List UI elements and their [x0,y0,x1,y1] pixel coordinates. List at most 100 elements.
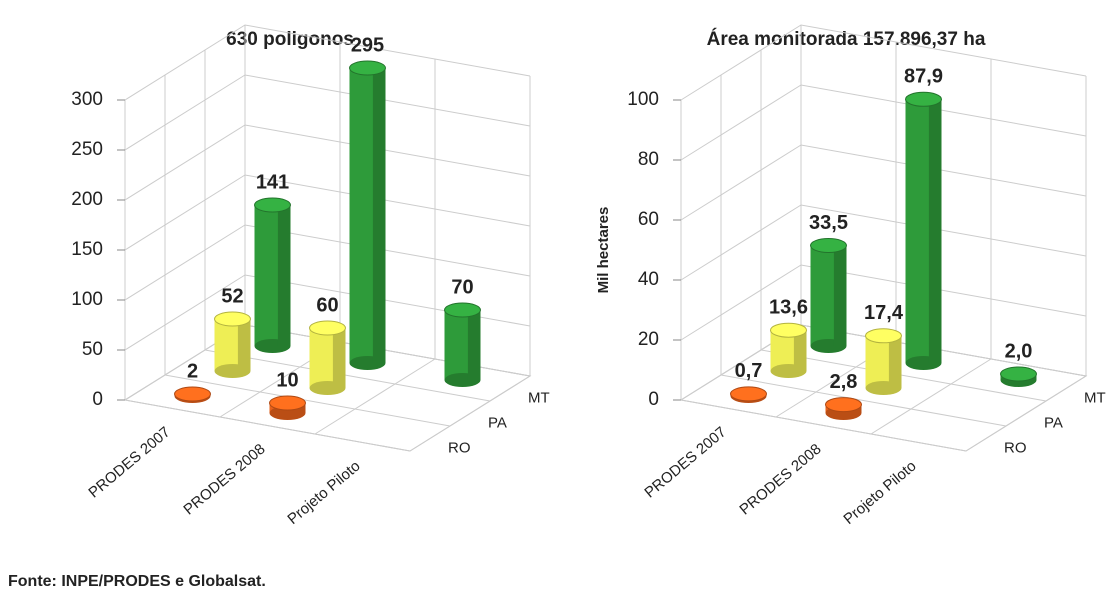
x-tick-label: PRODES 2007 [85,424,173,502]
depth-label: PA [1044,414,1063,431]
bar-shade [928,99,942,364]
x-tick-label: PRODES 2008 [180,441,268,519]
floor-line [124,399,411,452]
floor-line [409,375,531,452]
bar [905,91,942,370]
y-tick-label: 0 [92,389,103,410]
value-label: 17,4 [864,302,904,324]
bar [349,60,386,370]
bar-shade [833,245,847,346]
bar-top [254,197,291,213]
value-label: 141 [256,171,289,193]
bar-top [865,328,902,344]
chart-title: Área monitorada 157.896,37 ha [707,28,986,50]
x-tick-label: PRODES 2008 [736,441,824,519]
value-label: 2 [187,360,198,382]
bar [770,322,807,378]
y-tick-label: 100 [71,289,103,310]
y-tick-label: 300 [71,89,103,110]
source-note: Fonte: INPE/PRODES e Globalsat. [8,573,266,590]
depth-label: MT [528,389,550,406]
y-tick-label: 80 [638,149,659,170]
floor-line [870,358,992,435]
y-tick-label: 40 [638,269,659,290]
value-label: 52 [221,285,243,307]
grid-line [680,144,1087,221]
bar-top [269,395,306,411]
bar-shade [888,335,902,388]
value-label: 2,8 [830,371,858,393]
bar [444,302,481,387]
depth-label: RO [1004,439,1027,456]
value-label: 10 [276,369,298,391]
bar-top [825,397,862,413]
floor-line [164,374,451,427]
bar-shade [277,205,291,346]
floor-line [720,374,1007,427]
bar-top [444,302,481,318]
grid-line [124,174,531,251]
bar [254,197,291,353]
y-tick-label: 200 [71,189,103,210]
y-tick-label: 20 [638,329,659,350]
y-axis-label: Mil hectares [595,207,612,294]
bar-top [214,311,251,327]
y-tick-label: 50 [82,339,103,360]
bar-top [770,322,807,338]
grid-line [124,224,531,301]
grid-line [124,24,531,101]
depth-label: MT [1084,389,1106,406]
grid-line [680,204,1087,281]
value-label: 13,6 [769,296,808,318]
bar-shade [332,328,346,388]
grid-line [124,74,531,151]
bar-top [810,238,847,253]
y-tick-label: 150 [71,239,103,260]
value-label: 295 [351,34,384,56]
x-tick-label: PRODES 2007 [641,424,729,502]
bar [865,328,902,395]
chart-title: 630 poligonos [226,29,354,50]
bar-top [1000,366,1037,382]
bar-shade [237,319,251,371]
floor-line [680,399,967,452]
bar-top [905,91,942,107]
x-tick-label: Projeto Piloto [840,458,919,528]
bar-shade [793,330,807,371]
bar-shade [372,68,386,363]
value-label: 70 [451,276,473,298]
y-tick-label: 100 [627,89,659,110]
depth-label: RO [448,439,471,456]
grid-line [680,264,1087,341]
bar [810,238,847,353]
value-label: 60 [316,294,338,316]
value-label: 0,7 [735,360,763,382]
y-tick-label: 250 [71,139,103,160]
y-tick-label: 0 [648,389,659,410]
grid-line [124,124,531,201]
floor-line [204,349,491,402]
bar [174,386,211,403]
bar [214,311,251,378]
floor-line [965,375,1087,452]
bar [309,320,346,395]
floor-line [314,358,436,435]
bar [1000,366,1037,387]
value-label: 2,0 [1005,340,1033,362]
y-tick-label: 60 [638,209,659,230]
depth-label: PA [488,414,507,431]
bar [730,386,767,403]
bar-top [309,320,346,336]
bar-top [349,60,386,76]
value-label: 87,9 [904,66,943,88]
bar [269,395,306,420]
value-label: 33,5 [809,212,848,234]
grid-line [124,274,531,351]
grid-line [680,24,1087,101]
floor-line [760,349,1047,402]
bar [825,397,862,420]
x-tick-label: Projeto Piloto [284,458,363,528]
bar-top [730,386,767,402]
grid-line [680,84,1087,161]
